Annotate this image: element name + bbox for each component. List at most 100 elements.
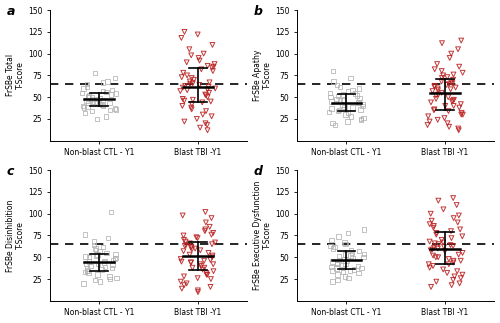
Point <box>180 274 188 279</box>
Point <box>348 250 356 255</box>
Point <box>178 213 186 218</box>
Point <box>88 99 96 104</box>
Point <box>82 98 90 103</box>
Point <box>188 101 196 107</box>
Point <box>198 100 206 105</box>
Point <box>334 234 342 239</box>
Point <box>457 38 465 43</box>
Point <box>446 243 454 248</box>
Y-axis label: FrSBe Disinhibition
T-Score: FrSBe Disinhibition T-Score <box>6 199 25 272</box>
Point <box>198 67 205 72</box>
Point <box>82 261 90 266</box>
Point <box>348 105 356 110</box>
Point <box>444 121 452 126</box>
Point <box>192 234 200 240</box>
Point <box>111 75 119 80</box>
Point <box>181 243 189 248</box>
Point <box>358 103 366 109</box>
Point <box>456 105 464 110</box>
Point <box>348 88 356 93</box>
Y-axis label: FrSBe Apathy
T-Score: FrSBe Apathy T-Score <box>253 50 272 101</box>
Point <box>199 112 207 117</box>
Point <box>204 272 212 277</box>
Point <box>204 63 212 68</box>
Point <box>180 98 188 103</box>
Point <box>83 84 91 89</box>
Point <box>98 80 106 85</box>
Point <box>334 272 342 277</box>
Point <box>107 209 115 214</box>
Point <box>334 109 342 114</box>
Point <box>203 122 211 128</box>
Point <box>91 70 99 75</box>
Point <box>83 81 91 87</box>
Point <box>106 276 114 282</box>
Point <box>442 82 450 88</box>
Point <box>434 88 442 93</box>
Point <box>189 81 197 86</box>
Point <box>210 64 218 69</box>
Point <box>208 215 216 221</box>
Y-axis label: FrSBe Executive Dysfunction
T-Score: FrSBe Executive Dysfunction T-Score <box>253 181 272 290</box>
Point <box>450 72 458 77</box>
Y-axis label: FrSBe Total
T-Score: FrSBe Total T-Score <box>6 54 25 97</box>
Point <box>204 95 212 100</box>
Point <box>180 233 188 238</box>
Point <box>111 256 119 262</box>
Point <box>200 265 208 270</box>
Point <box>334 277 342 283</box>
Point <box>330 244 338 249</box>
Point <box>193 116 201 121</box>
Point <box>200 51 207 56</box>
Point <box>99 89 107 94</box>
Point <box>186 79 194 84</box>
Point <box>434 246 442 251</box>
Point <box>200 258 208 263</box>
Point <box>112 107 120 112</box>
Point <box>456 227 464 232</box>
Point <box>339 97 347 102</box>
Point <box>204 87 212 92</box>
Point <box>177 279 185 284</box>
Point <box>180 237 188 243</box>
Point <box>445 256 453 262</box>
Point <box>99 97 107 102</box>
Point <box>334 94 342 99</box>
Point <box>357 117 365 122</box>
Text: d: d <box>254 165 262 178</box>
Point <box>82 254 90 259</box>
Point <box>450 274 458 279</box>
Point <box>448 99 456 104</box>
Point <box>194 235 202 241</box>
Point <box>446 87 454 92</box>
Point <box>332 96 340 101</box>
Point <box>81 110 89 115</box>
Point <box>426 119 434 124</box>
Point <box>188 75 196 80</box>
Point <box>430 83 438 89</box>
Point <box>347 248 355 253</box>
Point <box>206 257 214 263</box>
Point <box>342 261 349 266</box>
Point <box>96 279 104 284</box>
Point <box>438 75 446 80</box>
Point <box>342 242 349 247</box>
Point <box>112 251 120 256</box>
Point <box>360 251 368 256</box>
Point <box>456 258 464 263</box>
Point <box>432 230 440 235</box>
Point <box>427 284 435 289</box>
Point <box>325 109 333 115</box>
Point <box>450 215 458 221</box>
Point <box>329 68 337 74</box>
Point <box>432 232 440 237</box>
Point <box>201 92 209 97</box>
Point <box>447 80 455 85</box>
Point <box>328 264 336 269</box>
Point <box>88 95 96 100</box>
Point <box>454 128 462 133</box>
Point <box>102 89 110 95</box>
Point <box>342 112 349 117</box>
Point <box>96 101 104 107</box>
Point <box>328 279 336 284</box>
